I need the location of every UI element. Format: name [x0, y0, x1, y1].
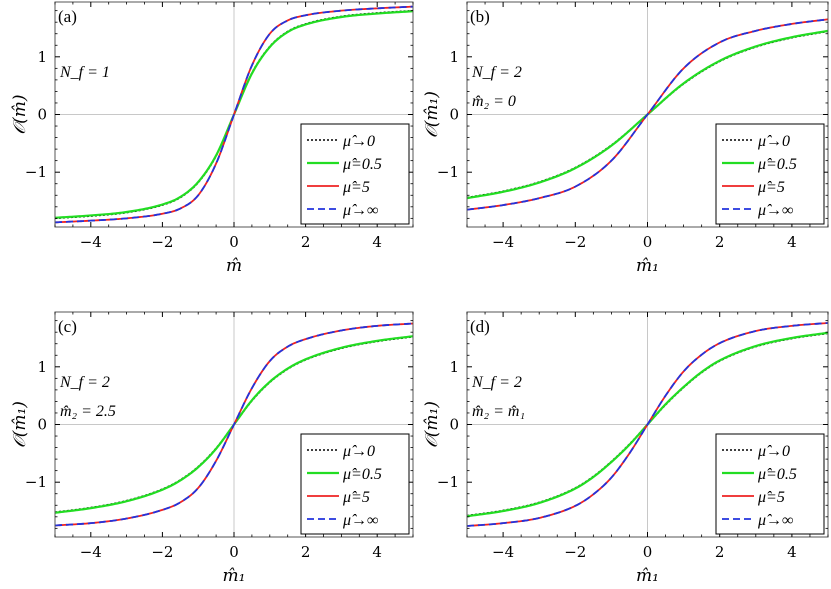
panel-c: −4 −2 0 2 4 −1 0 1 m̂₁ 𝒪(m̂₁) (c) N_f = 2 m̂₂ = 2.5 μ…: [10, 311, 414, 586]
x-tick-label: 2: [715, 233, 725, 251]
legend-label-mu0: μ̂→0: [342, 133, 375, 150]
legend-label-mu05: μ̂=0.5: [757, 466, 797, 483]
x-axis-label: m̂₁: [636, 256, 659, 276]
panel-annotation: m̂₂ = 2.5: [60, 403, 116, 420]
legend-label-mu0: μ̂→0: [342, 443, 375, 460]
x-axis-label: m̂₁: [223, 566, 246, 586]
panel-annotation: N_f = 1: [59, 64, 110, 81]
y-tick-label: 1: [449, 48, 459, 66]
y-tick-label: 0: [449, 416, 459, 434]
legend-label-mu5: μ̂=5: [757, 179, 785, 196]
x-tick-label: 2: [715, 543, 725, 561]
y-axis-label: 𝒪(m̂₁): [10, 401, 30, 448]
y-tick-label: 1: [449, 358, 459, 376]
x-tick-label: −2: [151, 233, 173, 251]
panel-annotation: N_f = 2: [471, 374, 522, 391]
x-tick-label: −2: [151, 543, 173, 561]
y-tick-label: −1: [25, 473, 47, 491]
panel-label: (a): [58, 7, 77, 26]
y-tick-label: 0: [37, 416, 47, 434]
panel-annotation: m̂₂ = 0: [472, 93, 516, 110]
legend-label-muinf: μ̂→∞: [757, 202, 793, 219]
y-tick-label: 1: [37, 48, 47, 66]
x-tick-label: 0: [643, 233, 653, 251]
x-axis-label: m̂: [226, 256, 242, 276]
panel-label: (d): [470, 317, 490, 336]
series-line-muinf: [55, 5, 413, 224]
y-tick-label: 1: [37, 358, 47, 376]
legend-label-mu0: μ̂→0: [757, 133, 790, 150]
panel-b: −4 −2 0 2 4 −1 0 1 m̂₁ 𝒪(m̂₁) (b) N_f = 2 m̂₂ = 0 μ̂→…: [422, 1, 829, 276]
legend-label-muinf: μ̂→∞: [342, 512, 378, 529]
x-tick-label: −4: [80, 233, 102, 251]
legend-label-mu05: μ̂=0.5: [757, 156, 797, 173]
legend: μ̂→0 μ̂=0.5 μ̂=5 μ̂→∞: [300, 433, 410, 535]
x-tick-label: 2: [301, 543, 311, 561]
x-tick-label: 0: [643, 543, 653, 561]
legend-label-muinf: μ̂→∞: [757, 512, 793, 529]
x-tick-label: −4: [492, 543, 514, 561]
panel-label: (b): [470, 7, 490, 26]
x-tick-label: 4: [372, 233, 382, 251]
y-axis-label: 𝒪(m̂₁): [422, 401, 442, 448]
y-axis-label: 𝒪(m̂₁): [422, 91, 442, 138]
legend: μ̂→0 μ̂=0.5 μ̂=5 μ̂→∞: [715, 433, 825, 535]
panel-d: −4 −2 0 2 4 −1 0 1 m̂₁ 𝒪(m̂₁) (d) N_f = 2 m̂₂ = m̂₁ μ…: [422, 311, 829, 586]
x-tick-label: −4: [492, 233, 514, 251]
x-tick-label: 4: [372, 543, 382, 561]
panel-annotation: N_f = 2: [59, 374, 110, 391]
legend-label-mu5: μ̂=5: [342, 179, 370, 196]
panel-annotation: m̂₂ = m̂₁: [472, 403, 525, 420]
legend-label-mu05: μ̂=0.5: [342, 466, 382, 483]
x-tick-label: 0: [229, 233, 239, 251]
y-axis-label: 𝒪(m̂): [10, 94, 30, 134]
x-tick-label: −2: [564, 233, 586, 251]
x-tick-label: 0: [229, 543, 239, 561]
x-tick-label: −2: [564, 543, 586, 561]
y-tick-label: −1: [437, 473, 459, 491]
legend-label-mu0: μ̂→0: [757, 443, 790, 460]
legend-label-mu05: μ̂=0.5: [342, 156, 382, 173]
legend: μ̂→0 μ̂=0.5 μ̂=5 μ̂→∞: [715, 123, 825, 225]
x-tick-label: 2: [301, 233, 311, 251]
x-tick-label: 4: [787, 233, 797, 251]
series-line-muinf: [467, 18, 828, 211]
series-line-muinf: [55, 322, 413, 527]
x-tick-label: −4: [80, 543, 102, 561]
y-tick-label: 0: [449, 106, 459, 124]
legend-label-mu5: μ̂=5: [342, 489, 370, 506]
x-axis-label: m̂₁: [636, 566, 659, 586]
legend: μ̂→0 μ̂=0.5 μ̂=5 μ̂→∞: [300, 123, 410, 225]
legend-label-muinf: μ̂→∞: [342, 202, 378, 219]
x-tick-label: 4: [787, 543, 797, 561]
y-tick-label: −1: [437, 163, 459, 181]
series-line-muinf: [467, 322, 828, 527]
y-tick-label: −1: [25, 163, 47, 181]
y-tick-label: 0: [37, 106, 47, 124]
panel-annotation: N_f = 2: [471, 64, 522, 81]
panel-label: (c): [58, 317, 77, 336]
legend-label-mu5: μ̂=5: [757, 489, 785, 506]
